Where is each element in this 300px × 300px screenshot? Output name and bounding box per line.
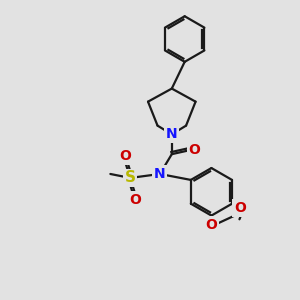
Text: O: O — [119, 149, 131, 163]
Text: O: O — [189, 143, 200, 157]
Text: N: N — [166, 127, 178, 141]
Text: O: O — [206, 218, 218, 232]
Text: O: O — [234, 201, 246, 215]
Text: S: S — [125, 170, 136, 185]
Text: N: N — [154, 167, 166, 181]
Text: O: O — [129, 193, 141, 207]
